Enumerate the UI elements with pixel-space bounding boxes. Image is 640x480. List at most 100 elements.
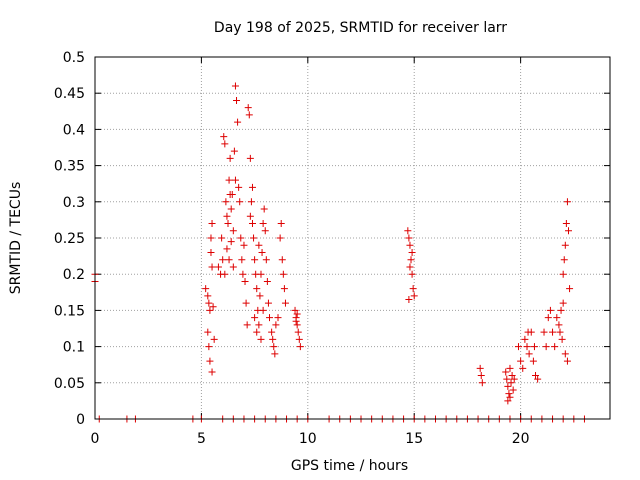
data-point	[240, 241, 248, 249]
data-point	[225, 176, 233, 184]
grid-lines	[95, 57, 610, 419]
data-point	[505, 390, 513, 398]
y-tick-label: 0.5	[63, 50, 85, 66]
data-point	[504, 397, 512, 405]
data-point	[274, 314, 282, 322]
data-point	[406, 241, 414, 249]
x-axis-label: GPS time / hours	[291, 458, 408, 474]
data-point	[253, 328, 261, 336]
data-point	[261, 227, 269, 235]
data-point	[207, 248, 215, 256]
data-point	[502, 368, 510, 376]
data-point	[296, 343, 304, 351]
data-point	[560, 256, 568, 264]
data-point	[245, 111, 253, 119]
data-point	[239, 270, 247, 278]
data-point	[248, 220, 256, 228]
data-point	[246, 212, 254, 220]
data-point	[266, 314, 274, 322]
data-point	[206, 306, 214, 314]
data-point	[270, 343, 278, 351]
data-point	[233, 96, 241, 104]
data-point	[204, 292, 212, 300]
data-point	[255, 321, 263, 329]
data-point	[238, 256, 246, 264]
data-point	[530, 343, 538, 351]
data-point	[542, 343, 550, 351]
data-point	[509, 386, 517, 394]
data-point	[293, 310, 301, 318]
data-point	[242, 299, 250, 307]
data-point	[557, 306, 565, 314]
data-point	[205, 343, 213, 351]
data-point	[551, 343, 559, 351]
x-tick-label: 5	[197, 431, 206, 447]
data-point	[235, 183, 243, 191]
data-point	[251, 256, 259, 264]
x-tick-label: 0	[91, 431, 100, 447]
data-point	[256, 292, 264, 300]
data-point	[260, 205, 268, 213]
y-tick-label: 0.15	[54, 303, 85, 319]
data-point	[219, 256, 227, 264]
data-point	[408, 270, 416, 278]
data-point	[561, 241, 569, 249]
data-point	[208, 368, 216, 376]
data-point	[291, 306, 299, 314]
data-point	[251, 314, 259, 322]
data-point	[406, 263, 414, 271]
data-point	[408, 248, 416, 256]
data-point	[276, 234, 284, 242]
data-point	[250, 234, 258, 242]
data-point	[236, 198, 244, 206]
data-point	[559, 299, 567, 307]
data-point	[556, 328, 564, 336]
data-point	[231, 82, 239, 90]
data-point	[253, 285, 261, 293]
data-point	[237, 234, 245, 242]
data-point	[280, 285, 288, 293]
data-point	[208, 263, 216, 271]
data-point	[230, 147, 238, 155]
data-point	[405, 296, 413, 304]
data-point	[243, 321, 251, 329]
data-point	[221, 270, 229, 278]
y-tick-label: 0.1	[63, 340, 85, 356]
data-point	[264, 299, 272, 307]
data-point	[523, 343, 531, 351]
data-point	[278, 256, 286, 264]
data-point	[234, 118, 242, 126]
data-point	[549, 328, 557, 336]
data-point	[226, 154, 234, 162]
data-point	[227, 205, 235, 213]
data-point	[409, 285, 417, 293]
x-tick-label: 20	[512, 431, 530, 447]
data-point	[559, 270, 567, 278]
data-point	[534, 375, 542, 383]
y-tick-label: 0	[76, 412, 85, 428]
data-point	[519, 364, 527, 372]
data-point	[246, 154, 254, 162]
y-tick-label: 0.4	[63, 122, 85, 138]
data-point	[202, 285, 210, 293]
data-point	[207, 234, 215, 242]
data-point	[506, 393, 514, 401]
data-point	[510, 375, 518, 383]
data-point	[553, 314, 561, 322]
data-points	[91, 82, 588, 423]
data-point	[268, 328, 276, 336]
data-point	[540, 328, 548, 336]
data-point	[241, 277, 249, 285]
data-point	[247, 198, 255, 206]
chart-title: Day 198 of 2025, SRMTID for receiver lar…	[214, 20, 507, 36]
data-point	[404, 227, 412, 235]
data-point	[529, 357, 537, 365]
y-axis-label: SRMTID / TECUs	[8, 182, 24, 295]
data-point	[507, 379, 515, 387]
data-point	[566, 285, 574, 293]
data-point	[294, 328, 302, 336]
x-tick-label: 15	[405, 431, 423, 447]
data-point	[532, 372, 540, 380]
data-point	[508, 372, 516, 380]
